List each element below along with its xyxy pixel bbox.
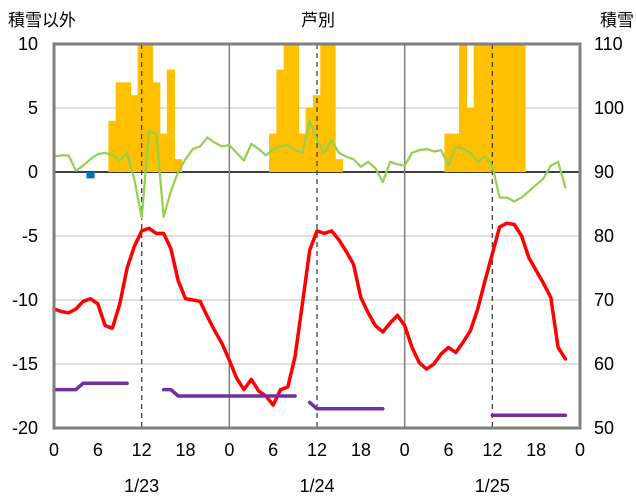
date-label: 1/24: [299, 476, 334, 496]
series-line: [52, 119, 567, 220]
bar: [495, 44, 504, 172]
bar: [517, 44, 526, 172]
right-tick-label: 80: [594, 226, 614, 246]
bar: [159, 133, 168, 172]
x-tick-label: 0: [224, 440, 234, 460]
bar: [444, 133, 453, 172]
date-label: 1/23: [124, 476, 159, 496]
x-tick-label: 18: [351, 440, 371, 460]
x-tick-label: 0: [49, 440, 59, 460]
bar: [152, 82, 161, 172]
series-line: [307, 400, 385, 411]
right-tick-label: 110: [594, 34, 623, 54]
bar: [291, 44, 300, 172]
bar: [510, 44, 519, 172]
bar: [480, 44, 490, 172]
x-tick-label: 18: [175, 440, 195, 460]
bar: [276, 69, 285, 172]
bar: [123, 82, 132, 172]
bar: [502, 44, 511, 172]
bar: [166, 69, 175, 172]
left-tick-label: 10: [18, 34, 38, 54]
bar: [174, 159, 183, 172]
right-tick-label: 90: [594, 162, 614, 182]
x-tick-label: 12: [132, 440, 152, 460]
series-line: [161, 387, 297, 398]
series-line: [52, 221, 568, 407]
bar: [86, 172, 95, 179]
x-tick-label: 6: [268, 440, 278, 460]
left-axis-label: 積雪以外: [8, 11, 76, 31]
left-tick-label: -5: [22, 226, 38, 246]
bar: [334, 159, 343, 172]
series-line: [52, 381, 129, 392]
left-tick-label: -15: [12, 354, 38, 374]
left-tick-label: 5: [28, 98, 38, 118]
date-label: 1/25: [475, 476, 510, 496]
bar: [473, 44, 482, 172]
bar: [283, 44, 292, 172]
bar: [108, 120, 117, 172]
bar: [115, 82, 124, 172]
x-tick-label: 0: [575, 440, 585, 460]
right-tick-label: 100: [594, 98, 624, 118]
right-tick-label: 70: [594, 290, 614, 310]
x-tick-label: 12: [307, 440, 327, 460]
bar: [269, 133, 278, 172]
x-tick-label: 6: [443, 440, 453, 460]
bar: [144, 44, 154, 172]
plot-frame: [52, 42, 582, 430]
left-tick-label: -10: [12, 290, 38, 310]
x-tick-label: 18: [526, 440, 546, 460]
x-tick-label: 6: [93, 440, 103, 460]
left-tick-label: 0: [28, 162, 38, 182]
bar: [305, 108, 314, 172]
left-tick-label: -20: [12, 418, 38, 438]
bar: [466, 108, 475, 172]
right-axis-label: 積雪: [600, 11, 634, 31]
right-tick-label: 50: [594, 418, 614, 438]
precipitation-bars: [86, 44, 526, 428]
series-lines: [52, 119, 568, 417]
bar: [451, 133, 460, 172]
bar: [320, 44, 329, 172]
right-tick-label: 60: [594, 354, 614, 374]
x-tick-label: 0: [400, 440, 410, 460]
x-tick-label: 12: [482, 440, 502, 460]
bar: [312, 95, 322, 172]
bar: [130, 95, 139, 172]
chart-title: 芦別: [301, 11, 335, 31]
bar: [459, 44, 468, 172]
bar: [327, 44, 336, 172]
